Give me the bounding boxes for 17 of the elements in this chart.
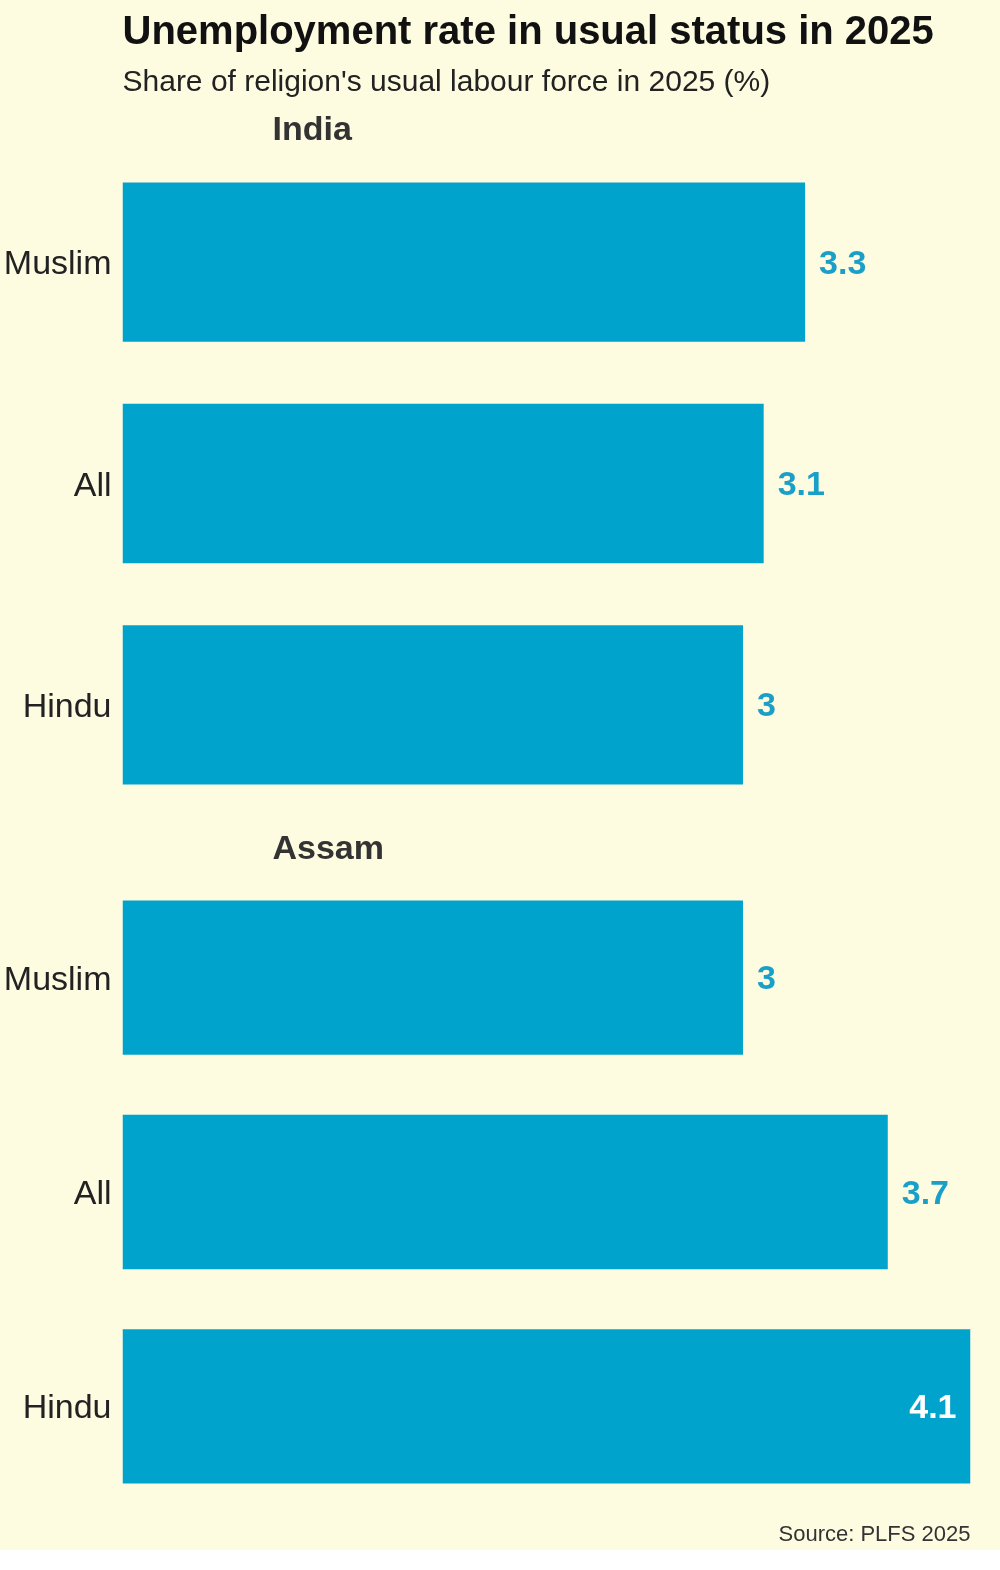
data-label: 3 (756, 958, 776, 997)
chart-title: Unemployment rate in usual status in 2025 (122, 7, 934, 52)
chart-subtitle: Share of religion's usual labour force in 2025 (%) (122, 63, 771, 97)
data-label: 3.7 (901, 1172, 950, 1211)
y-tick-label: Hindu (22, 685, 112, 724)
y-tick-label: Muslim (3, 243, 112, 282)
data-label: 3 (756, 685, 776, 724)
data-label: 3.1 (777, 464, 825, 502)
x-axis-title: Assam (272, 827, 385, 866)
y-tick-label: Hindu (22, 1387, 112, 1426)
source-note: Source: PLFS 2025 (778, 1520, 971, 1546)
x-axis-title: India (272, 108, 353, 147)
data-label: 3.3 (819, 242, 867, 281)
y-tick-label: All (73, 1173, 112, 1211)
y-tick-label: All (73, 464, 112, 503)
y-tick-label: Muslim (3, 958, 112, 997)
data-label: 4.1 (909, 1386, 957, 1425)
